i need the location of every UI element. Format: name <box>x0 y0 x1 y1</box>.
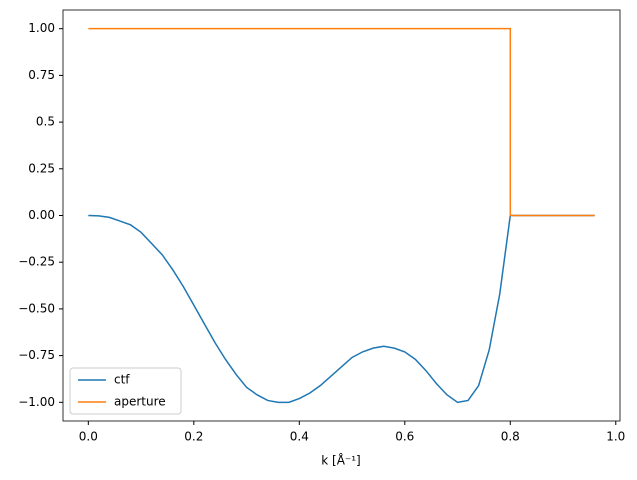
legend-label: ctf <box>114 373 130 387</box>
y-tick-label: −0.25 <box>18 255 55 269</box>
x-tick-label: 0.0 <box>79 430 98 444</box>
x-tick-label: 0.8 <box>501 430 520 444</box>
plot-frame <box>62 9 621 422</box>
x-tick-label: 0.4 <box>290 430 309 444</box>
y-tick-label: 0.00 <box>28 208 55 222</box>
line <box>88 27 595 217</box>
y-tick-label: −1.00 <box>18 395 55 409</box>
x-axis-label: k [Å⁻¹] <box>321 453 360 468</box>
y-tick-label: 0.5 <box>36 115 55 129</box>
x-tick-label: 1.0 <box>606 430 625 444</box>
x-tick-label: 0.6 <box>395 430 414 444</box>
x-tick-label: 0.2 <box>184 430 203 444</box>
legend-label: aperture <box>114 395 166 409</box>
y-tick-label: −0.50 <box>18 301 55 315</box>
y-tick-label: 0.25 <box>28 161 55 175</box>
y-tick-label: 0.75 <box>28 68 55 82</box>
y-tick-label: −0.75 <box>18 348 55 362</box>
y-tick-label: 1.00 <box>28 21 55 35</box>
